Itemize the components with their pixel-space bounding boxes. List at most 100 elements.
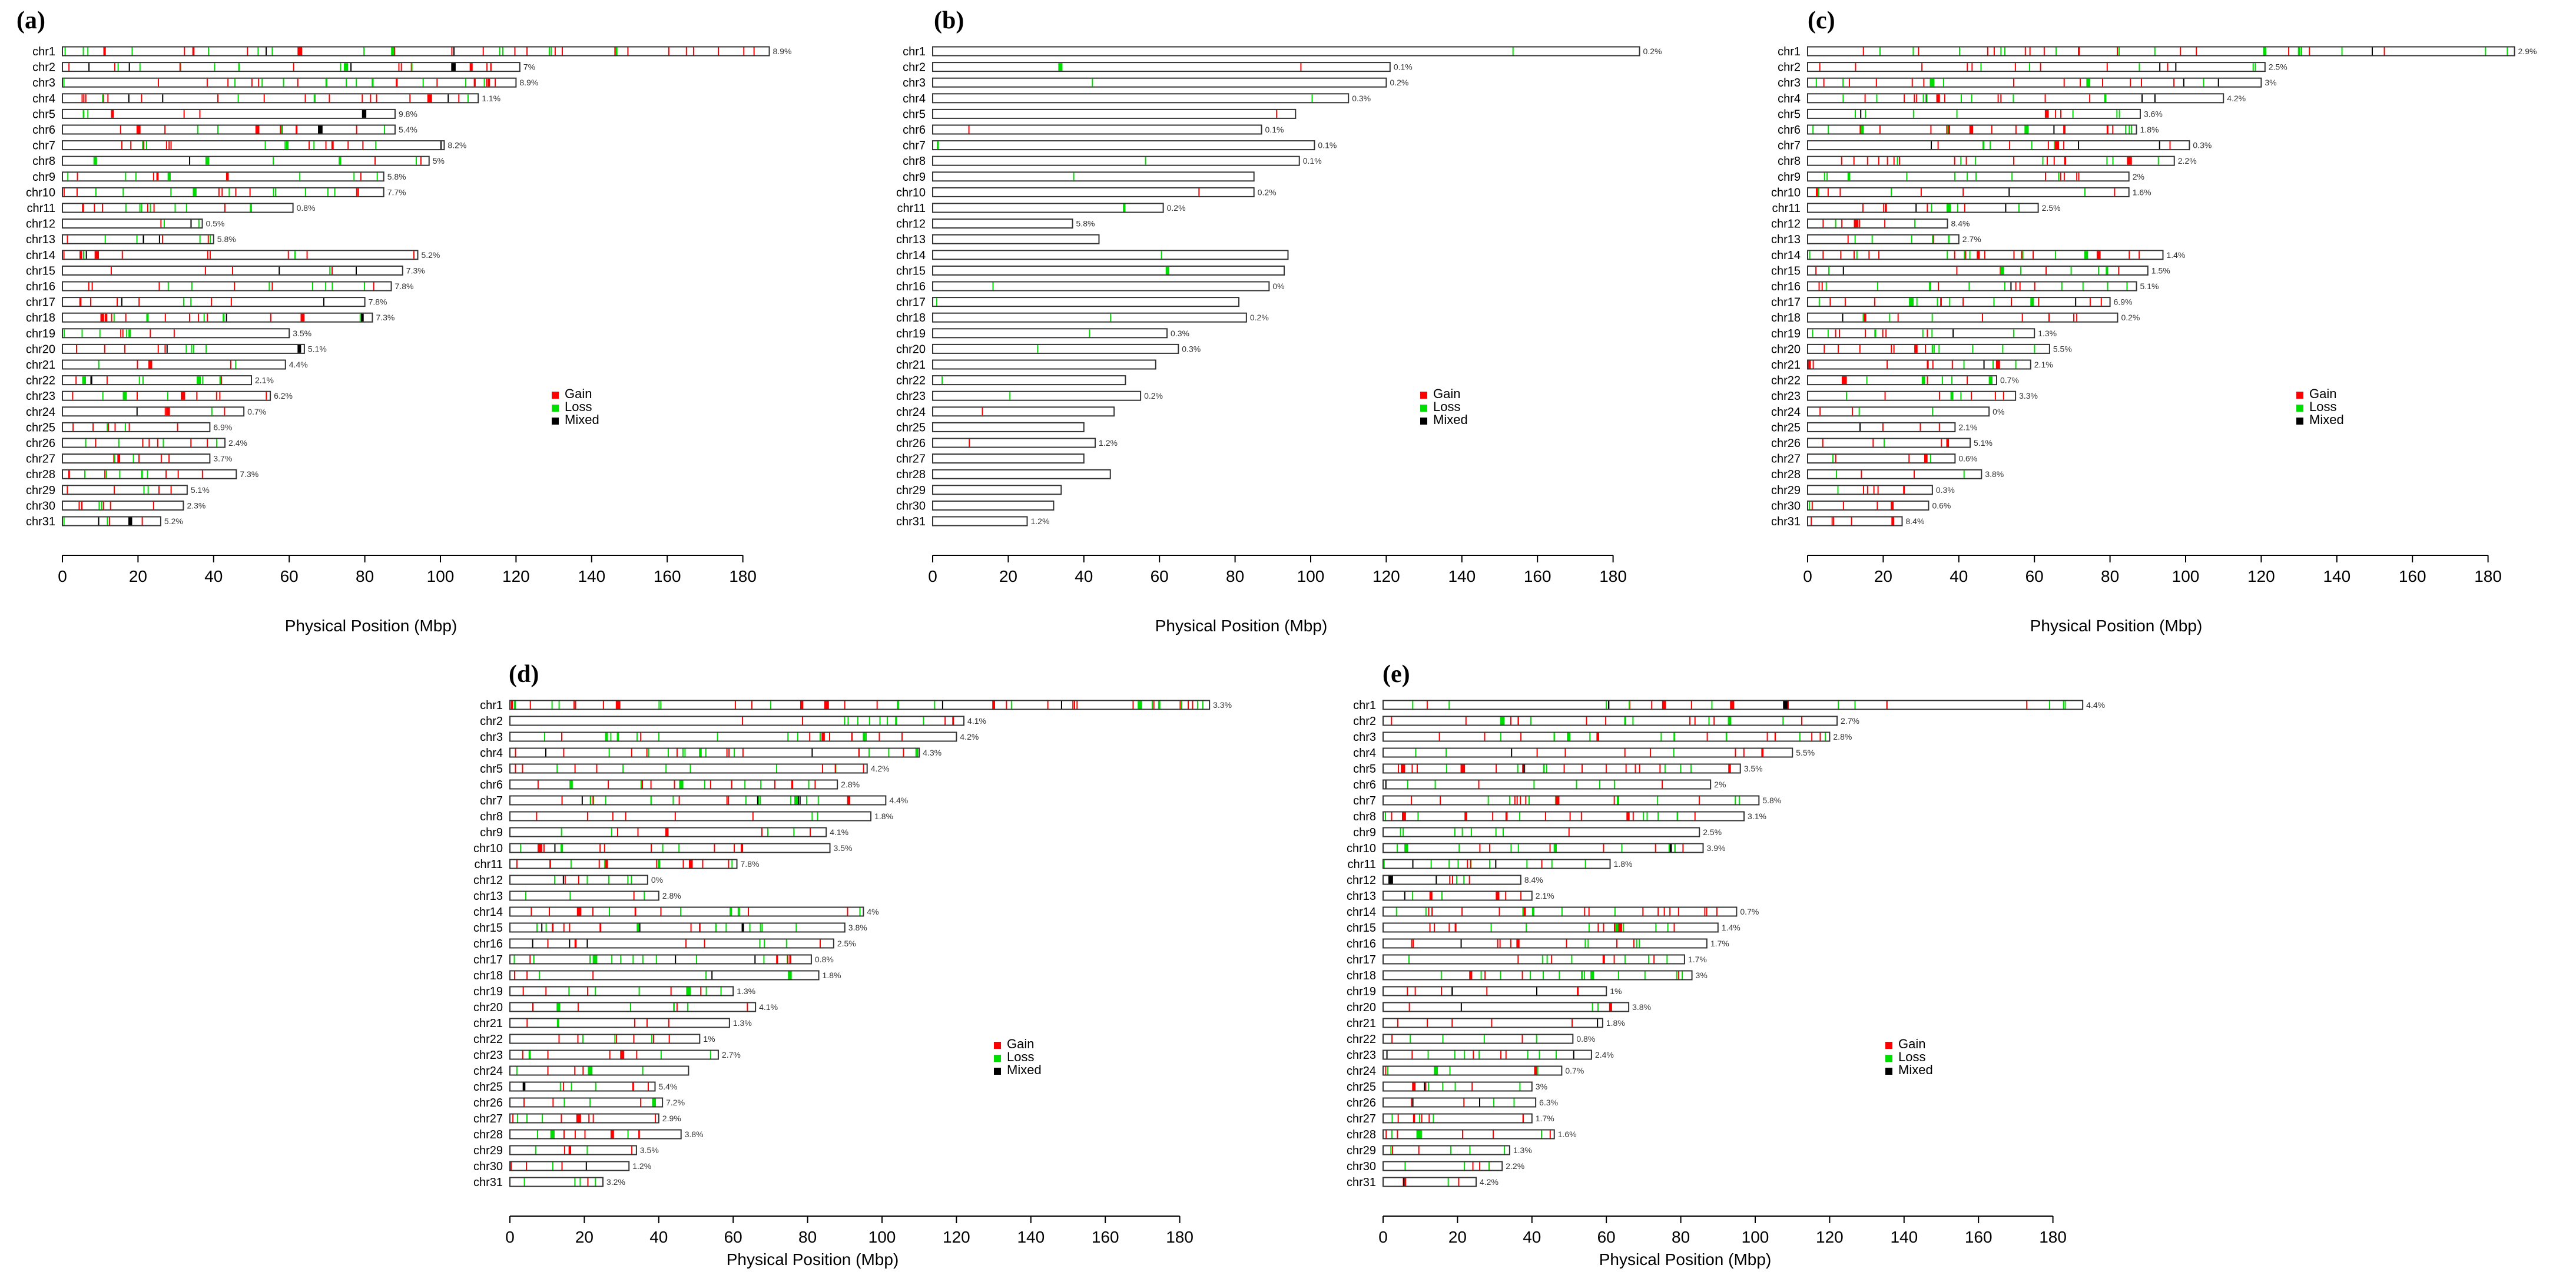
cnv-gain	[800, 701, 804, 709]
cnv-loss	[622, 764, 624, 773]
chromosome-row: chr15 7.3%	[26, 264, 425, 277]
chromosome-label: chr8	[32, 155, 55, 168]
cnv-loss	[1846, 392, 1848, 400]
chromosome-row: chr3 8.9%	[32, 77, 538, 90]
cnv-gain	[1047, 701, 1049, 709]
cnv-gain	[526, 47, 528, 55]
cnv-gain	[266, 392, 267, 400]
cnv-loss	[1510, 844, 1512, 852]
chromosome-row: chr13 2.7%	[1771, 233, 1981, 246]
cnv-loss	[217, 125, 219, 134]
cnv-loss	[650, 796, 652, 804]
cnv-gain	[734, 701, 736, 709]
cnv-gain	[1451, 876, 1453, 884]
cnv-gain	[1993, 47, 1995, 55]
chromosome-bar	[1807, 62, 2266, 72]
cnv-loss	[1916, 298, 1918, 306]
cnv-loss	[2086, 78, 2091, 87]
cnv-loss	[655, 955, 657, 963]
cnv-gain	[1838, 329, 1840, 337]
chromosome-row: chr1 0.2%	[903, 45, 1662, 58]
cnv-gain	[563, 749, 565, 757]
percent-label: 6.3%	[1539, 1098, 1558, 1107]
cnv-loss	[582, 1035, 584, 1043]
cnv-loss	[83, 251, 85, 259]
cnv-gain	[656, 860, 658, 868]
cnv-loss	[545, 923, 547, 932]
cnv-mixed	[98, 517, 100, 525]
cnv-gain	[2043, 47, 2045, 55]
cnv-gain	[638, 1130, 640, 1138]
cnv-loss	[614, 1035, 616, 1043]
x-tick-label: 180	[1599, 567, 1627, 585]
percent-label: 3.7%	[213, 454, 232, 463]
percent-label: 5%	[433, 156, 445, 165]
chromosome-row: chr7 8.2%	[32, 140, 466, 153]
cnv-loss	[525, 892, 527, 900]
percent-label: 7.2%	[666, 1098, 685, 1107]
cnv-gain	[192, 47, 195, 55]
cnv-gain	[1882, 329, 1884, 337]
cnv-loss	[2031, 141, 2033, 150]
percent-label: 3.2%	[606, 1177, 625, 1187]
legend-swatch-mixed	[1420, 418, 1427, 425]
cnv-loss	[2004, 282, 2005, 290]
cnv-mixed	[1435, 876, 1437, 884]
percent-label: 2.1%	[1958, 422, 1977, 432]
cnv-loss	[208, 47, 210, 55]
cnv-loss	[658, 860, 661, 868]
cnv-gain	[1499, 939, 1501, 948]
cnv-gain	[952, 717, 954, 725]
cnv-loss	[234, 78, 236, 87]
cnv-loss	[1543, 764, 1545, 773]
cnv-gain	[1470, 860, 1471, 868]
cnv-gain	[2003, 392, 2004, 400]
cnv-loss	[1782, 717, 1784, 725]
cnv-mixed	[85, 251, 87, 259]
cnv-loss	[147, 470, 148, 478]
cnv-gain	[100, 313, 104, 322]
cnv-loss	[1561, 908, 1563, 916]
chromosome-row: chr7 0.1%	[903, 140, 1337, 153]
cnv-gain	[1728, 764, 1731, 773]
cnv-gain	[325, 141, 327, 150]
cnv-gain	[1885, 204, 1887, 212]
cnv-loss	[1397, 844, 1398, 852]
chromosome-row: chr29 1.3%	[1347, 1144, 1532, 1157]
cnv-gain	[293, 63, 294, 71]
chromosome-row: chr7 4.4%	[480, 794, 908, 807]
cnv-loss	[326, 78, 328, 87]
chromosome-row: chr17 1.7%	[1347, 953, 1707, 966]
cnv-gain	[2102, 78, 2104, 87]
cnv-gain	[104, 313, 108, 322]
cnv-loss	[1500, 971, 1501, 979]
cnv-gain	[1815, 266, 1817, 274]
cnv-gain	[668, 1035, 670, 1043]
chromosome-bar	[62, 359, 286, 370]
cnv-gain	[1402, 812, 1406, 820]
cnv-gain	[718, 47, 720, 55]
cnv-gain	[1441, 987, 1443, 995]
cnv-loss	[1446, 749, 1447, 757]
cnv-loss	[660, 701, 662, 709]
cnv-gain	[1801, 717, 1802, 725]
cnv-gain	[1392, 1146, 1394, 1154]
x-tick-label: 80	[2101, 567, 2119, 585]
cnv-loss	[1624, 717, 1626, 725]
cnv-gain	[660, 908, 662, 916]
cnv-loss	[1517, 764, 1519, 773]
cnv-loss	[764, 939, 765, 948]
cnv-gain	[2089, 298, 2091, 306]
cnv-loss	[1440, 971, 1442, 979]
cnv-loss	[1530, 971, 1531, 979]
chromosome-label: chr13	[896, 233, 926, 246]
x-axis-title: Physical Position (Mbp)	[1155, 617, 1328, 635]
chromosome-row: chr9 4.1%	[480, 826, 848, 839]
cnv-gain	[2040, 63, 2041, 71]
chromosome-row: chr20 0.3%	[896, 343, 1201, 356]
cnv-gain	[1835, 455, 1836, 463]
cnv-loss	[1469, 1146, 1471, 1154]
cnv-loss	[283, 78, 284, 87]
chromosome-label: chr4	[903, 92, 926, 105]
cnv-gain	[1609, 1003, 1612, 1011]
